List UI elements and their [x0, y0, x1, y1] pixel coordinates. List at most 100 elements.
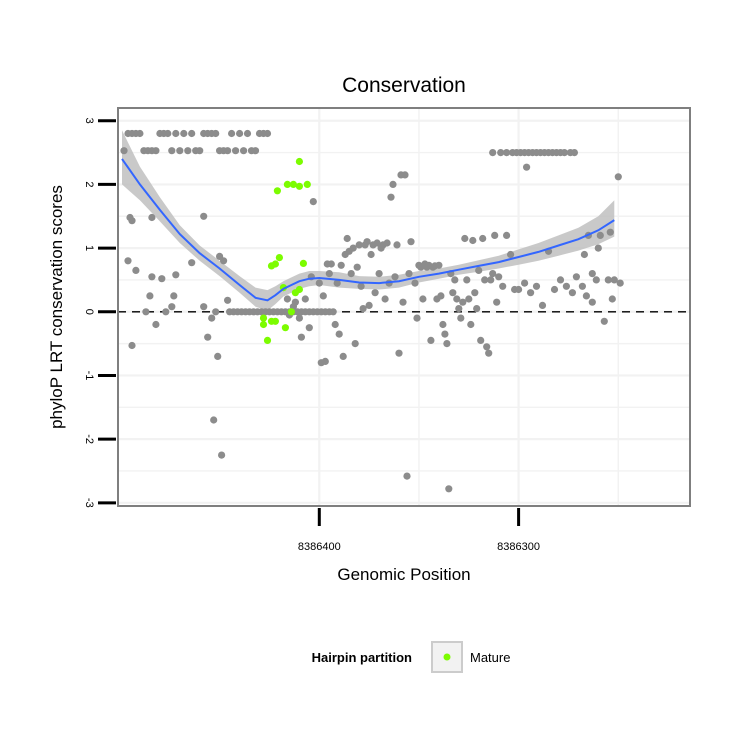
data-point-other — [608, 295, 616, 303]
data-point-other — [200, 212, 208, 220]
data-point-other — [383, 239, 391, 247]
data-point-other — [445, 485, 453, 493]
data-point-other — [523, 163, 531, 171]
legend: Hairpin partition Mature — [312, 641, 510, 673]
data-point-other — [395, 349, 403, 357]
data-point-other — [556, 276, 565, 284]
data-point-other — [399, 298, 407, 306]
data-point-other — [594, 244, 602, 252]
data-point-other — [228, 129, 236, 138]
data-point-mature — [273, 187, 281, 195]
y-tick-label: -1 — [83, 371, 95, 381]
data-point-other — [214, 352, 222, 360]
data-point-other — [475, 266, 483, 274]
data-point-other — [220, 257, 228, 265]
data-point-other — [592, 276, 600, 284]
data-point-other — [132, 266, 140, 274]
data-point-mature — [303, 180, 311, 188]
data-point-other — [158, 275, 166, 283]
data-point-other — [459, 298, 467, 306]
data-point-other — [473, 305, 481, 313]
data-point-other — [479, 234, 487, 243]
data-point-other — [208, 314, 216, 322]
data-point-other — [606, 228, 614, 236]
data-point-other — [176, 147, 184, 155]
data-point-other — [251, 147, 260, 155]
data-point-other — [305, 324, 313, 332]
data-point-other — [616, 279, 624, 287]
data-point-other — [170, 292, 178, 300]
data-point-mature — [295, 157, 303, 166]
data-point-other — [497, 149, 505, 157]
data-point-other — [588, 298, 596, 306]
data-point-other — [527, 289, 535, 297]
data-point-mature — [295, 182, 303, 190]
data-point-other — [365, 301, 373, 309]
data-point-other — [343, 234, 351, 243]
data-point-mature — [271, 317, 279, 325]
data-point-other — [411, 279, 419, 287]
legend-mature-label: Mature — [470, 650, 510, 665]
data-point-other — [371, 289, 379, 297]
data-point-other — [353, 263, 361, 271]
data-point-mature — [295, 285, 303, 294]
data-point-other — [461, 234, 469, 243]
data-point-other — [359, 305, 367, 313]
data-point-mature — [299, 259, 307, 267]
data-point-other — [389, 180, 397, 188]
data-point-other — [331, 320, 339, 329]
data-point-other — [471, 289, 479, 297]
data-point-other — [407, 238, 415, 246]
legend-mature-swatch — [443, 653, 451, 661]
data-point-other — [499, 282, 507, 290]
data-point-other — [128, 217, 136, 225]
data-point-other — [168, 303, 176, 311]
data-point-other — [550, 285, 559, 294]
data-point-mature — [287, 308, 295, 316]
data-point-other — [327, 260, 335, 268]
data-point-other — [347, 270, 355, 278]
data-point-other — [491, 231, 499, 239]
data-point-other — [309, 198, 317, 206]
data-point-other — [337, 261, 345, 269]
data-point-other — [210, 416, 218, 424]
data-point-other — [538, 301, 547, 309]
x-axis: 8386400 8386300 — [298, 508, 540, 553]
data-point-other — [367, 250, 375, 259]
data-point-other — [148, 273, 156, 281]
data-point-other — [610, 276, 618, 284]
legend-title: Hairpin partition — [312, 650, 412, 665]
data-point-other — [391, 273, 399, 281]
data-point-mature — [289, 180, 297, 188]
data-point-other — [321, 357, 329, 365]
data-point-other — [142, 308, 150, 316]
data-point-other — [184, 147, 192, 155]
data-point-other — [600, 317, 608, 325]
data-point-other — [172, 129, 180, 138]
data-point-other — [232, 147, 240, 155]
chart-title: Conservation — [342, 74, 466, 97]
data-point-other — [168, 147, 176, 155]
data-point-other — [532, 282, 541, 290]
data-point-other — [604, 276, 612, 284]
data-point-mature — [281, 324, 289, 332]
data-point-other — [357, 282, 365, 290]
other-points-layer — [120, 129, 624, 493]
data-point-other — [152, 320, 160, 329]
data-point-mature — [259, 314, 268, 322]
data-point-other — [481, 276, 489, 284]
data-point-other — [570, 149, 579, 157]
data-point-other — [493, 298, 501, 306]
data-point-other — [435, 261, 443, 269]
y-tick-label: -3 — [83, 498, 95, 508]
data-point-other — [588, 270, 596, 278]
data-point-other — [243, 129, 252, 138]
data-point-other — [572, 273, 581, 281]
data-point-other — [381, 295, 389, 303]
data-point-other — [204, 333, 212, 341]
data-point-mature — [263, 336, 272, 344]
data-point-other — [582, 292, 591, 300]
data-point-other — [325, 270, 333, 278]
y-axis-title: phyloP LRT conservation scores — [47, 185, 66, 429]
